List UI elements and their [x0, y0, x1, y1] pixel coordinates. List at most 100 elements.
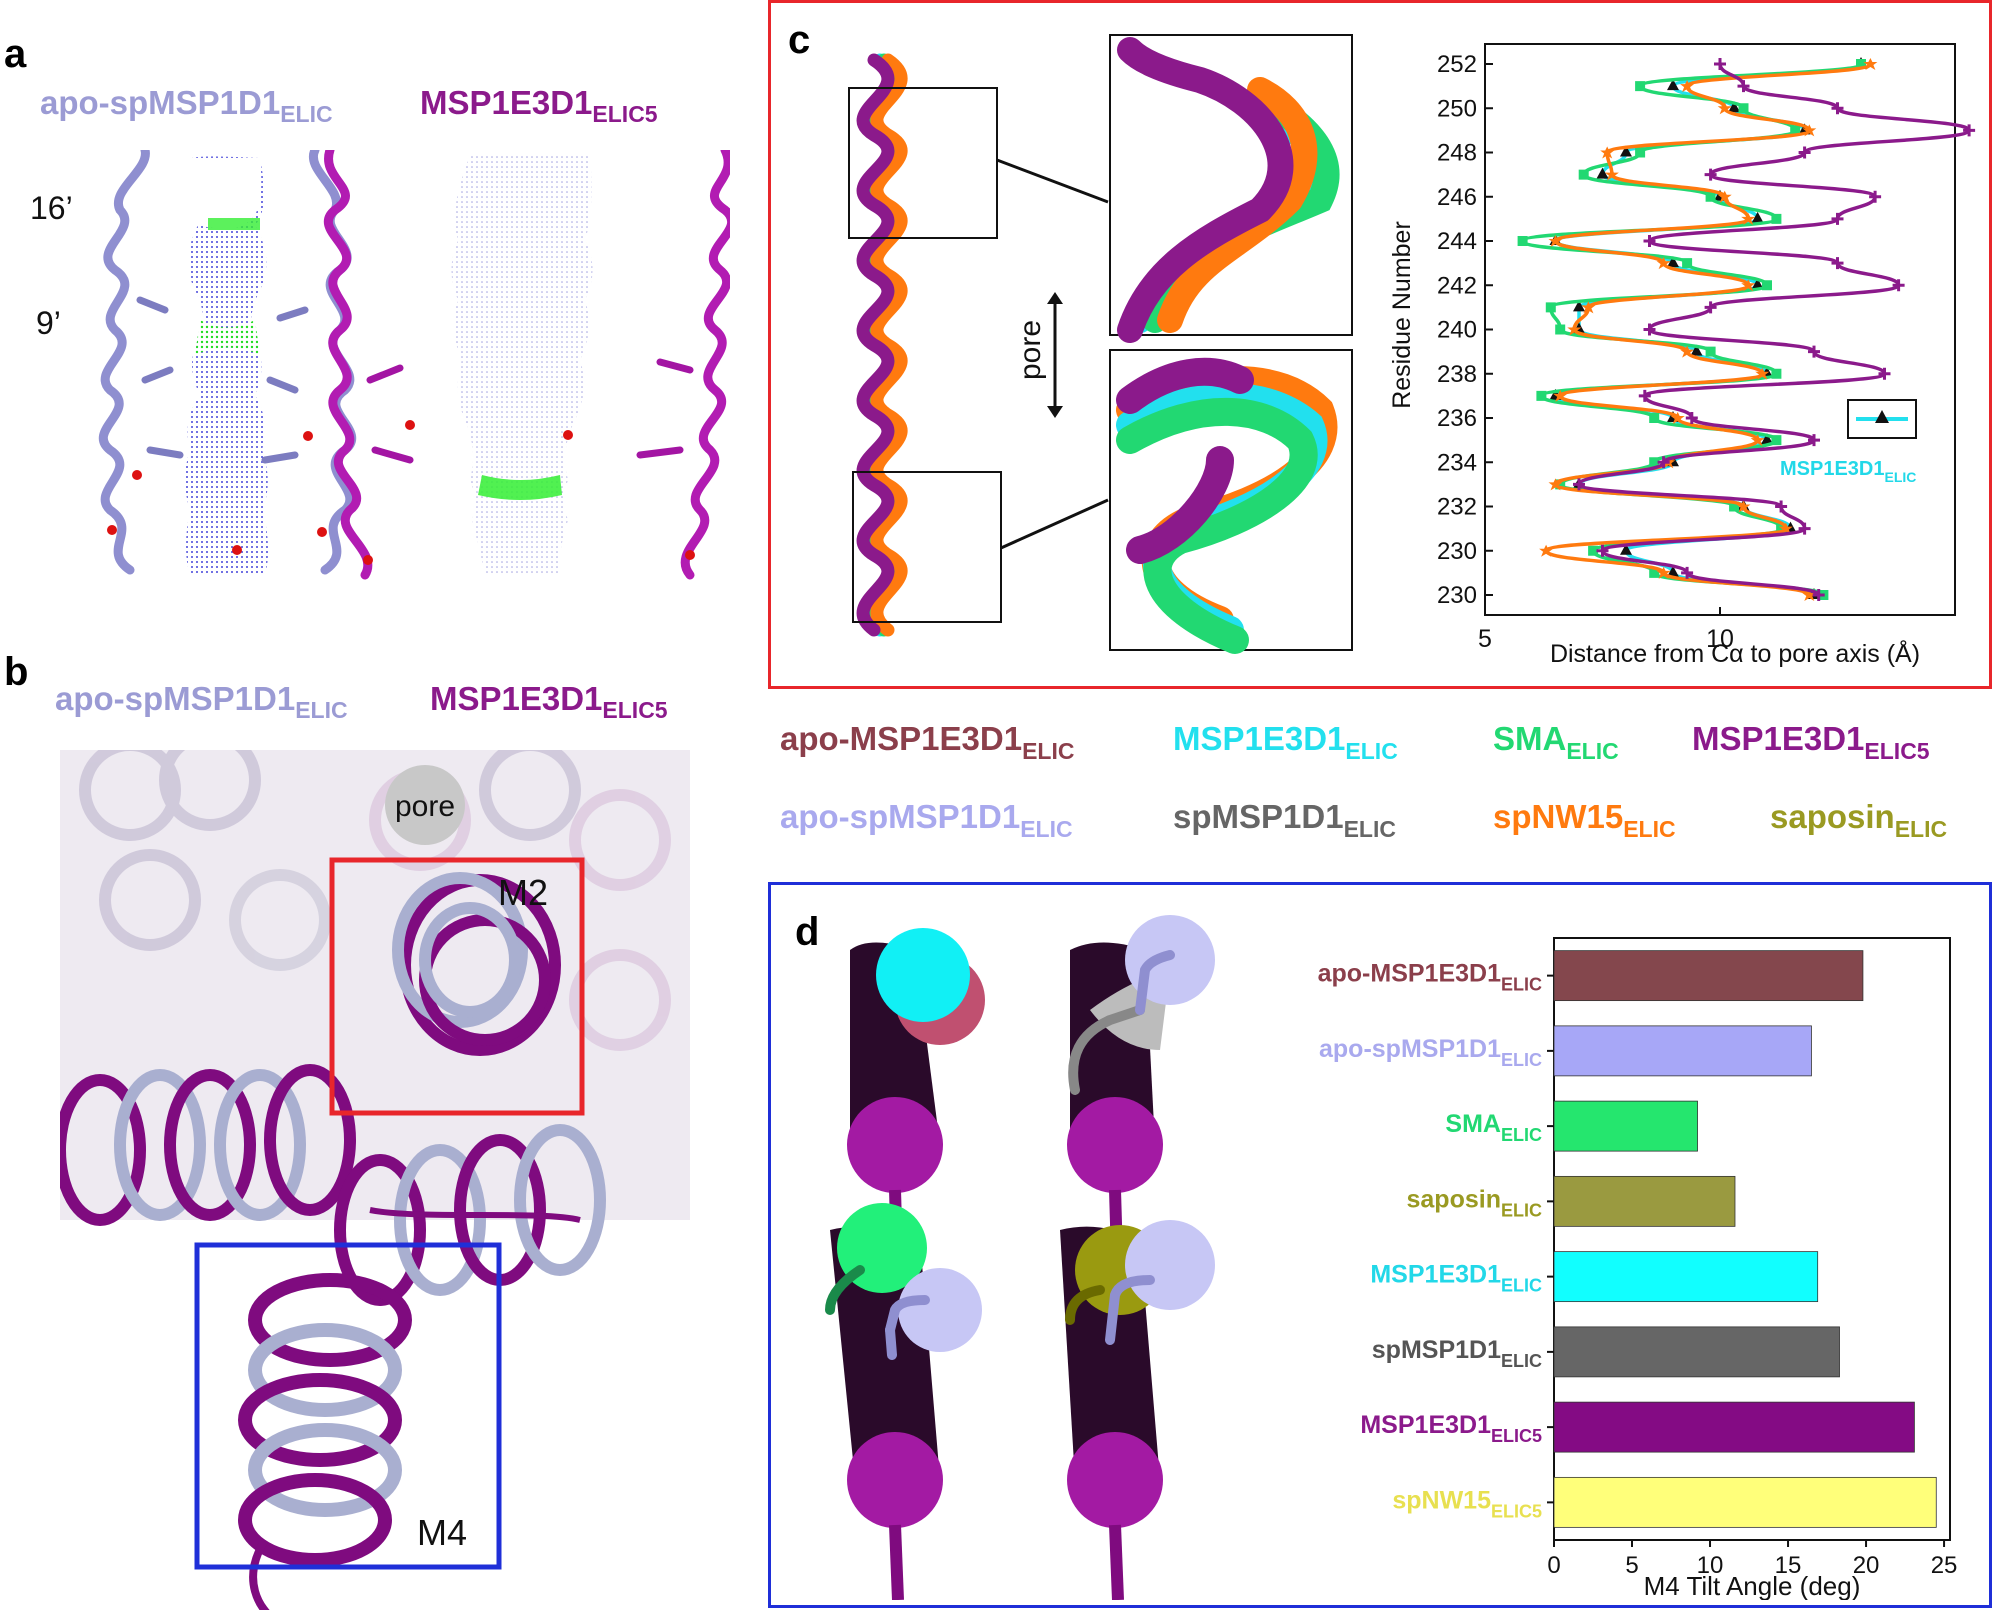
- c-point: [1635, 81, 1646, 92]
- panel-b-left-title: apo-spMSP1D1ELIC: [55, 680, 348, 724]
- c-point: [1737, 80, 1750, 93]
- d-xlabel: M4 Tilt Angle (deg): [1644, 1571, 1861, 1600]
- c-point: [1680, 345, 1695, 358]
- c-point: [1762, 280, 1772, 291]
- c-inset-legend-label: MSP1E3D1ELIC: [1780, 458, 1916, 485]
- d-category-label: SMAELIC: [1445, 1110, 1542, 1145]
- c-point: [1656, 566, 1671, 579]
- c-point: [1578, 169, 1589, 180]
- legend-item: MSP1E3D1ELIC: [1173, 720, 1398, 764]
- c-xtick-label: 10: [1706, 625, 1734, 653]
- c-point: [1738, 103, 1749, 114]
- c-point: [1596, 544, 1609, 557]
- c-point: [1667, 79, 1679, 91]
- c-point: [1667, 565, 1679, 577]
- d-plot-frame: [1553, 937, 1951, 1541]
- c-point: [1704, 168, 1717, 181]
- upper-zoom-box: [848, 87, 998, 239]
- legend-item: MSP1E3D1ELIC5: [1692, 720, 1930, 764]
- c-point: [1798, 522, 1811, 535]
- d-category-label: apo-MSP1E3D1ELIC: [1318, 960, 1542, 995]
- c-point: [1714, 58, 1726, 70]
- c-point: [1567, 323, 1582, 336]
- pore-circle: [385, 765, 465, 845]
- c-point: [1548, 478, 1563, 491]
- c-point: [1545, 302, 1556, 313]
- panel-d-cylinder-schematics: [825, 915, 1215, 1600]
- c-point: [1761, 433, 1773, 445]
- d-bar: [1553, 1401, 1915, 1453]
- c-point: [1808, 434, 1820, 447]
- left-helix-1: [98, 150, 150, 575]
- c-ytick-label: 252: [1437, 51, 1477, 78]
- cylinder-schematic: [825, 1203, 982, 1600]
- c-series-line: [1577, 63, 1971, 597]
- c-point: [1649, 413, 1660, 423]
- c-point: [1643, 235, 1656, 247]
- c-point: [1856, 59, 1866, 69]
- c-point: [1657, 456, 1670, 469]
- m2-label: M2: [498, 872, 548, 913]
- c-point: [1553, 389, 1568, 402]
- d-category-label: spMSP1D1ELIC: [1372, 1336, 1542, 1371]
- c-point: [1680, 80, 1695, 93]
- panel-c-letter: c: [788, 18, 811, 62]
- c-point: [1635, 147, 1646, 158]
- c-point: [1705, 346, 1716, 357]
- legend-item: saposinELIC: [1770, 798, 1948, 842]
- c-ytick-label: 250: [1437, 95, 1477, 122]
- c-point: [1771, 368, 1782, 379]
- c-point: [1596, 167, 1609, 179]
- cylinder-schematic: [1060, 1220, 1215, 1600]
- panel-a-letter: a: [4, 32, 27, 76]
- c-ytick-label: 236: [1437, 405, 1477, 432]
- c-ytick-label: 230: [1437, 582, 1477, 609]
- cylinder-schematic: [1067, 915, 1215, 1291]
- c-ytick-label: 240: [1437, 317, 1477, 344]
- panel-a-right-title-text: MSP1E3D1: [420, 84, 593, 121]
- d-xtick-label: 10: [1697, 1552, 1724, 1579]
- panel-c-frame: [768, 0, 1992, 689]
- panel-a-left-title: apo-spMSP1D1ELIC: [40, 84, 333, 128]
- panel-a-right-title: MSP1E3D1ELIC5: [420, 84, 658, 128]
- c-point: [1831, 257, 1844, 270]
- c-point: [1649, 567, 1660, 578]
- c-point: [1667, 256, 1679, 268]
- d-xtick-label: 5: [1625, 1552, 1638, 1579]
- c-point: [1604, 168, 1619, 181]
- c-point: [1548, 235, 1563, 247]
- c-point: [1705, 191, 1716, 202]
- c-point: [1573, 478, 1585, 491]
- legend-item: apo-spMSP1D1ELIC: [780, 798, 1073, 842]
- c-ytick-label: 234: [1437, 449, 1477, 476]
- c-point: [1778, 522, 1793, 535]
- d-bar: [1553, 1025, 1812, 1077]
- d-category-label: MSP1E3D1ELIC5: [1360, 1411, 1542, 1446]
- c-point: [1963, 124, 1976, 137]
- c-point: [1863, 58, 1878, 70]
- panel-c-helix-overlay: pore: [848, 34, 1353, 654]
- panel-a-left-title-text: apo-spMSP1D1: [40, 84, 281, 121]
- d-bar: [1553, 950, 1864, 1002]
- d-category-label: MSP1E3D1ELIC: [1370, 1261, 1542, 1296]
- left-constriction-9: [195, 320, 260, 355]
- c-ylabel: Residue Number: [1388, 221, 1416, 409]
- c-point: [1649, 457, 1660, 468]
- c-point: [1620, 543, 1632, 555]
- d-xtick-label: 0: [1547, 1552, 1560, 1579]
- panel-d-letter: d: [795, 910, 820, 954]
- right-helix-1: [323, 150, 373, 580]
- right-pore-surface: [451, 155, 593, 575]
- panel-a-right-title-sub: ELIC5: [592, 101, 658, 127]
- c-point: [1704, 301, 1717, 314]
- c-point: [1581, 301, 1596, 314]
- panel-d-tilt-chart: 0 5 10 15 20 25 apo-MSP1E3D1ELIC apo-spMSP1D1EL…: [1318, 937, 1957, 1600]
- c-ytick-label: 244: [1437, 228, 1477, 255]
- left-pore-surface: [185, 156, 269, 575]
- c-ytick-label: 238: [1437, 361, 1477, 388]
- c-point: [1775, 500, 1788, 513]
- c-point: [1741, 279, 1756, 292]
- m4-box: [194, 1242, 502, 1570]
- c-point: [1790, 125, 1801, 136]
- c-xtick-label: 5: [1478, 625, 1492, 653]
